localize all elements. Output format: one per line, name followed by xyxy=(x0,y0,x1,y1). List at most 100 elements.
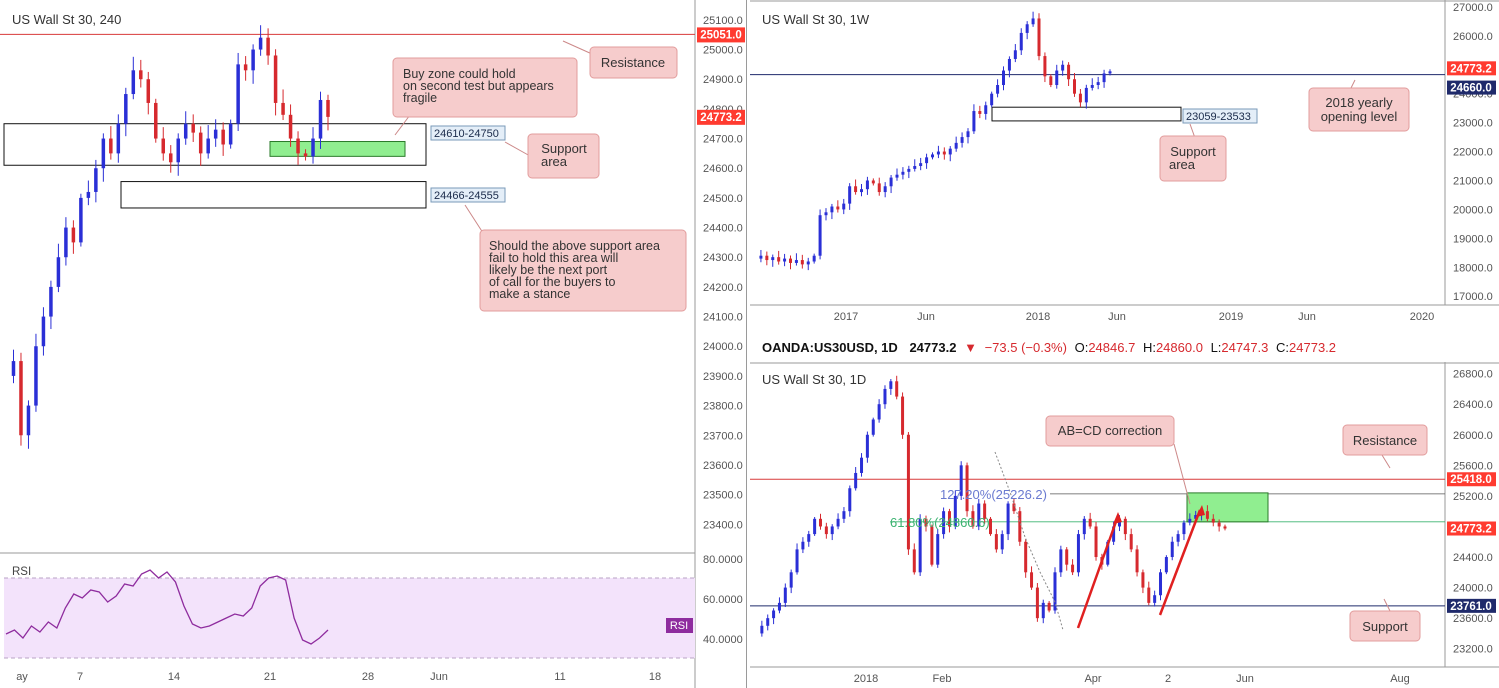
weekly-candle xyxy=(759,255,763,259)
daily-support-badge xyxy=(1447,598,1496,613)
weekly-candle xyxy=(1096,82,1100,86)
weekly-candles xyxy=(759,11,1112,271)
daily-candle xyxy=(807,534,811,542)
daily-header: OANDA:US30USD, 1D 24773.2 ▼ −73.5 (−0.3%… xyxy=(750,330,1499,362)
daily-candle xyxy=(865,434,869,458)
daily-candle xyxy=(1018,511,1022,542)
h4-buy-zone xyxy=(269,141,406,157)
daily-last-price-badge xyxy=(1447,521,1496,536)
daily-candle xyxy=(860,457,864,473)
h4-candle xyxy=(326,99,330,117)
daily-time-tick: 2 xyxy=(1165,673,1171,685)
daily-support-callout xyxy=(1349,610,1421,642)
h4-candle xyxy=(318,99,323,139)
daily-candle xyxy=(989,518,992,535)
weekly-yearly-label: 24660.0 xyxy=(1450,83,1492,95)
daily-candle xyxy=(1159,572,1163,596)
daily-header-high: 24860.0 xyxy=(1156,340,1203,355)
daily-candle xyxy=(1164,557,1168,573)
rsi-badge-text: RSI xyxy=(670,620,688,632)
daily-candle xyxy=(918,518,922,573)
h4-candle xyxy=(198,132,203,154)
weekly-candle xyxy=(1084,87,1088,103)
weekly-yearly-callout-line1: 2018 yearly xyxy=(1325,95,1393,110)
weekly-candle xyxy=(901,171,905,175)
h4-support-zone-box xyxy=(3,123,427,166)
h4-last-price-label: 24773.2 xyxy=(700,112,742,124)
h4-time-tick: 11 xyxy=(554,671,565,683)
daily-candle xyxy=(1170,541,1174,558)
h4-candle xyxy=(206,138,210,154)
h4-candle xyxy=(146,79,151,103)
down-triangle-icon: ▼ xyxy=(964,340,977,355)
weekly-candle xyxy=(984,105,988,114)
weekly-candle xyxy=(895,174,899,178)
daily-candle xyxy=(1059,549,1063,573)
daily-header-close: 24773.2 xyxy=(1289,340,1336,355)
h4-chart[interactable]: US Wall St 30, 240 25100.0 25000.0 24900.0… xyxy=(0,0,746,688)
h4-next-support-zone-box xyxy=(120,181,427,209)
weekly-candle xyxy=(1002,70,1005,86)
daily-candle xyxy=(1141,572,1145,588)
weekly-zone-label: 23059-23533 xyxy=(1186,111,1251,123)
weekly-candle xyxy=(978,111,982,114)
daily-candle xyxy=(795,549,799,573)
h4-candle xyxy=(49,286,53,317)
weekly-candle xyxy=(1025,24,1029,33)
h4-time-tick: 21 xyxy=(264,671,276,683)
daily-resistance-callout xyxy=(1342,424,1428,456)
weekly-yearly-callout xyxy=(1308,87,1410,132)
daily-candle xyxy=(1135,549,1139,573)
daily-header-low: 24747.3 xyxy=(1221,340,1268,355)
daily-candle xyxy=(1194,515,1198,519)
weekly-zone-label-box xyxy=(1182,108,1258,124)
h4-price-tick: 23700.0 xyxy=(703,430,743,442)
h4-price-tick: 24200.0 xyxy=(703,282,743,294)
h4-candle xyxy=(26,405,31,436)
rsi-line xyxy=(5,569,329,645)
rsi-band xyxy=(4,578,695,658)
daily-header-l-label: L: xyxy=(1211,340,1222,355)
daily-resistance-callout-text: Resistance xyxy=(1353,433,1417,448)
h4-time-tick: Jun xyxy=(430,671,448,683)
weekly-time-tick: Jun xyxy=(917,311,935,323)
daily-header-symbol: OANDA:US30USD, 1D xyxy=(762,340,898,355)
weekly-candle xyxy=(1061,64,1065,71)
h4-candle xyxy=(161,138,166,154)
daily-candle xyxy=(1047,602,1051,611)
daily-header-open: 24846.7 xyxy=(1088,340,1135,355)
daily-candle xyxy=(977,503,981,527)
h4-time-tick: 14 xyxy=(168,671,180,683)
daily-candle xyxy=(871,419,875,435)
daily-candle xyxy=(901,396,905,435)
daily-candle xyxy=(947,511,951,527)
daily-abcd-callout xyxy=(1045,415,1175,447)
daily-candle xyxy=(1000,534,1004,550)
weekly-chart[interactable]: US Wall St 30, 1W 27000.026000.025000.02… xyxy=(750,0,1499,330)
h4-time-tick: ay xyxy=(16,671,28,683)
weekly-candle xyxy=(812,255,816,262)
weekly-price-tick: 22000.0 xyxy=(1453,147,1493,159)
daily-chart[interactable]: US Wall St 30, 1D 26800.0 26400.0 26000.0 2… xyxy=(750,362,1499,688)
daily-candle xyxy=(1123,518,1127,535)
daily-candle xyxy=(1035,587,1039,619)
weekly-price-tick: 23000.0 xyxy=(1453,118,1493,130)
daily-candle xyxy=(1129,534,1133,550)
h4-candle xyxy=(124,94,128,124)
weekly-candle xyxy=(777,257,781,262)
daily-candle xyxy=(813,518,817,535)
h4-price-tick: 23900.0 xyxy=(703,371,743,383)
daily-price-tick: 26400.0 xyxy=(1453,399,1493,411)
weekly-candle xyxy=(877,183,881,193)
h4-candle xyxy=(109,138,113,154)
weekly-candle xyxy=(931,154,934,158)
weekly-support-callout-line1: Support xyxy=(1170,144,1216,159)
daily-time-tick: Apr xyxy=(1084,673,1101,685)
weekly-price-badge xyxy=(1447,61,1496,76)
h4-next-support-callout-line3: likely be the next port xyxy=(489,263,608,277)
daily-candle xyxy=(965,465,969,512)
h4-price-tick: 23600.0 xyxy=(703,460,743,472)
weekly-candle xyxy=(966,131,970,138)
h4-candle xyxy=(281,102,285,115)
h4-next-support-callout xyxy=(479,229,687,312)
